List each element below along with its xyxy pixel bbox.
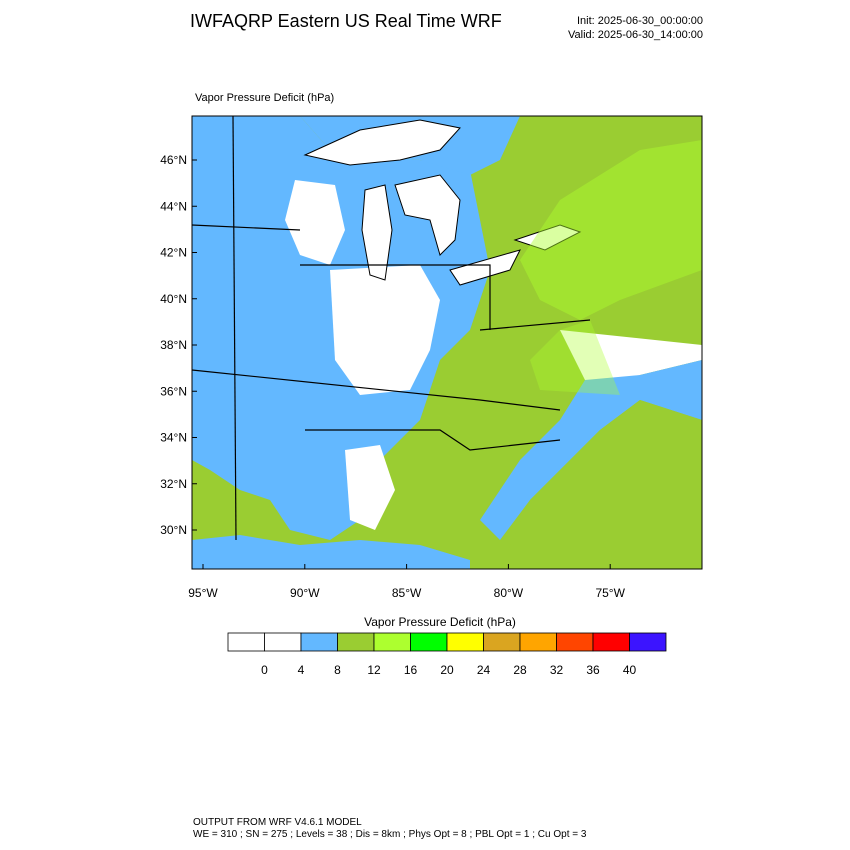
- colorbar-label: 0: [261, 663, 268, 677]
- lon-label: 85°W: [392, 586, 422, 600]
- colorbar-box: [629, 632, 667, 652]
- colorbar-label: 12: [367, 663, 381, 677]
- footer-line: WE = 310 ; SN = 275 ; Levels = 38 ; Dis …: [193, 829, 587, 840]
- colorbar-label: 24: [477, 663, 491, 677]
- lat-label: 42°N: [160, 246, 187, 260]
- colorbar-label: 36: [586, 663, 600, 677]
- colorbar-box: [337, 632, 375, 652]
- colorbar-label: 4: [298, 663, 305, 677]
- lon-label: 95°W: [188, 586, 218, 600]
- colorbar-box: [483, 632, 521, 652]
- valid-time: Valid: 2025-06-30_14:00:00: [568, 29, 703, 41]
- colorbar-box: [556, 632, 594, 652]
- lat-label: 44°N: [160, 199, 187, 213]
- colorbar-box: [410, 632, 448, 652]
- colorbar-label: 40: [623, 663, 637, 677]
- lat-label: 40°N: [160, 292, 187, 306]
- colorbar-label: 32: [550, 663, 564, 677]
- lat-label: 34°N: [160, 431, 187, 445]
- colorbar-label: 16: [404, 663, 418, 677]
- map: [191, 115, 703, 570]
- colorbar-box: [519, 632, 557, 652]
- lat-label: 38°N: [160, 338, 187, 352]
- colorbar-title: Vapor Pressure Deficit (hPa): [364, 615, 516, 629]
- colorbar-box: [227, 632, 265, 652]
- colorbar-label: 28: [513, 663, 527, 677]
- lat-label: 46°N: [160, 153, 187, 167]
- axes: 46°N 44°N 42°N 40°N 38°N 36°N 34°N 32°N 30°N 95°W…: [160, 153, 625, 600]
- colorbar-label: 8: [334, 663, 341, 677]
- colorbar: 0 4 8 12 16 20 24 28 32 36 40: [227, 632, 667, 677]
- map-title: Vapor Pressure Deficit (hPa): [195, 92, 334, 104]
- lat-label: 30°N: [160, 523, 187, 537]
- lon-label: 80°W: [494, 586, 524, 600]
- lon-label: 75°W: [595, 586, 625, 600]
- colorbar-label: 20: [440, 663, 454, 677]
- lat-label: 36°N: [160, 384, 187, 398]
- colorbar-box: [592, 632, 630, 652]
- init-time: Init: 2025-06-30_00:00:00: [577, 15, 703, 27]
- colorbar-box: [446, 632, 484, 652]
- page-title: IWFAQRP Eastern US Real Time WRF: [190, 11, 502, 31]
- colorbar-box: [373, 632, 411, 652]
- lon-label: 90°W: [290, 586, 320, 600]
- footer-line: OUTPUT FROM WRF V4.6.1 MODEL: [193, 817, 362, 828]
- colorbar-box: [264, 632, 302, 652]
- lat-label: 32°N: [160, 477, 187, 491]
- colorbar-box: [300, 632, 338, 652]
